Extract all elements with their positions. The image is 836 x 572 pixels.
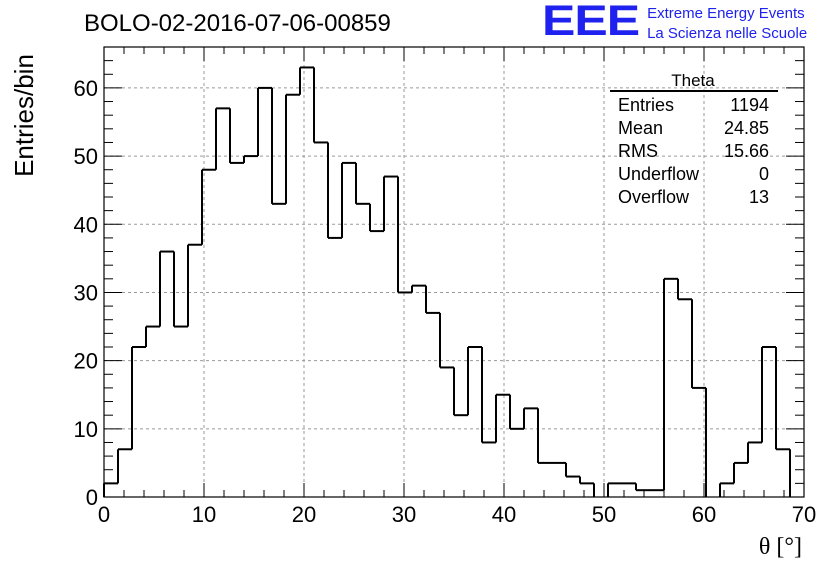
stats-row: Overflow 13 [608,186,778,209]
eee-logo-line1: Extreme Energy Events [647,5,805,22]
stats-label: Entries [618,95,675,115]
x-tick-label: 60 [692,502,716,527]
stats-value: 1194 [730,95,769,115]
stats-title: Theta [671,71,715,90]
x-tick-label: 70 [792,502,816,527]
stats-box: Theta Entries 1194 Mean 24.85 RMS 15.66 Underf… [608,72,778,209]
y-tick-label: 50 [74,144,98,169]
x-tick-label: 0 [98,502,110,527]
stats-row: RMS 15.66 [608,140,778,163]
chart-title: BOLO-02-2016-07-06-00859 [84,10,391,37]
stats-value: 24.85 [723,118,769,138]
eee-logo-line2: La Scienza nelle Scuole [647,25,808,42]
y-tick-label: 60 [74,76,98,101]
stats-value: 15.66 [723,141,769,161]
plot-frame [103,46,805,498]
x-tick-label: 30 [392,502,416,527]
stats-row: Mean 24.85 [608,117,778,140]
eee-logo-mark: EEE [542,0,640,45]
y-axis-label-box: Entries/bin [6,40,42,190]
y-axis-label: Entries/bin [8,53,39,177]
stats-label: Underflow [618,164,700,184]
y-tick-label: 10 [74,417,98,442]
y-tick-label: 40 [74,212,98,237]
stats-row: Entries 1194 [608,94,778,117]
y-tick-label: 20 [74,349,98,374]
x-tick-label: 20 [292,502,316,527]
stats-rows: Entries 1194 Mean 24.85 RMS 15.66 Underflow 0 Ov… [608,94,778,209]
eee-logo: EEE Extreme Energy Events La Scienza nel… [542,0,807,46]
eee-logo-text: Extreme Energy Events La Scienza nelle S… [647,4,807,44]
y-tick-label: 0 [86,485,98,510]
stats-value: 13 [748,187,769,207]
axes: 0 10 20 30 40 50 60 70 0 10 20 30 40 50 60 [74,46,816,527]
stats-divider [610,90,778,92]
stats-label: Mean [618,118,664,138]
x-tick-label: 50 [592,502,616,527]
grid-lines [104,47,804,497]
stats-row: Underflow 0 [608,163,778,186]
x-axis-label: θ [°] [758,534,802,560]
stats-value: 0 [758,164,769,184]
stats-label: RMS [618,141,658,161]
stats-label: Overflow [618,187,690,207]
x-tick-label: 10 [192,502,216,527]
x-tick-label: 40 [492,502,516,527]
y-tick-label: 30 [74,280,98,305]
